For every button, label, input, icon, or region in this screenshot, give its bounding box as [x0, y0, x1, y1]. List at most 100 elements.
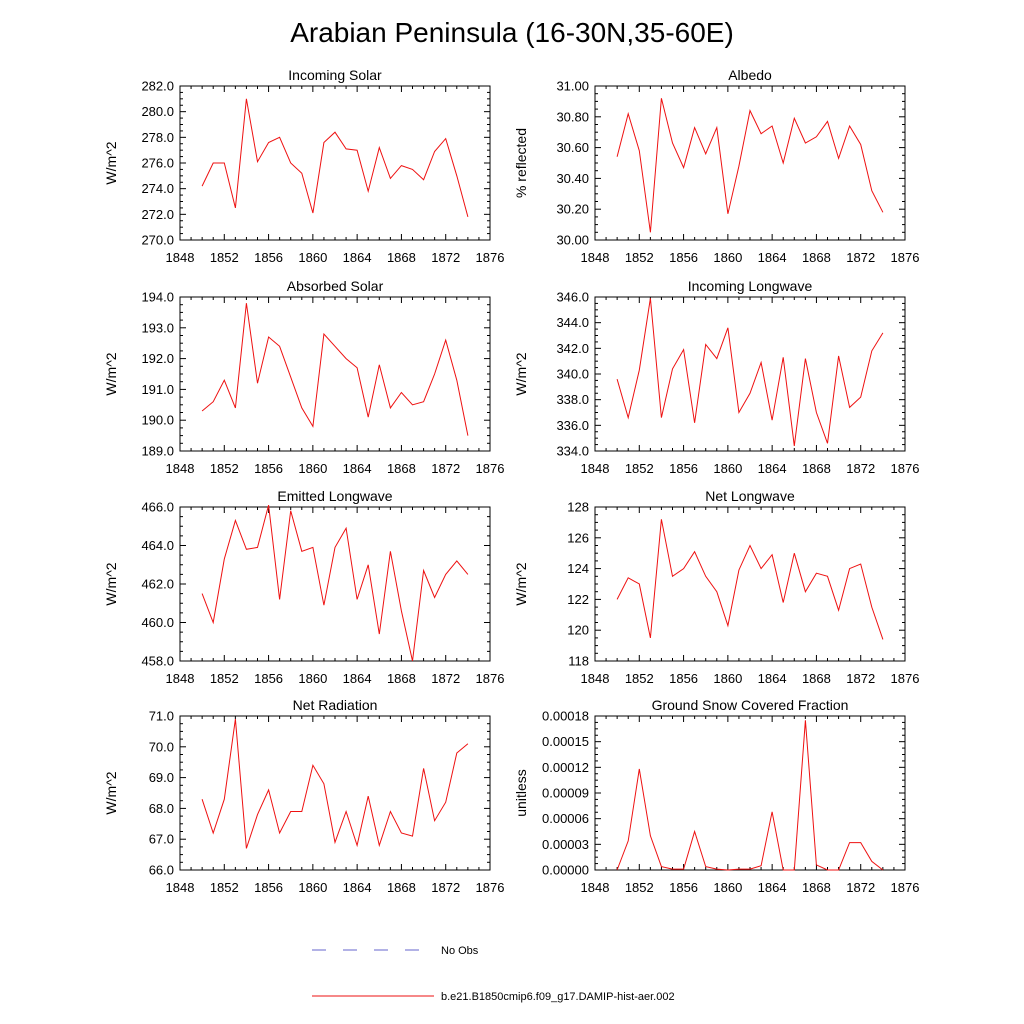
- x-tick-label: 1860: [713, 880, 742, 895]
- panel-title: Albedo: [728, 67, 772, 83]
- panel-title: Net Radiation: [293, 697, 378, 713]
- y-tick-label: 462.0: [141, 577, 174, 592]
- x-tick-label: 1856: [254, 461, 283, 476]
- y-tick-label: 340.0: [556, 367, 589, 382]
- y-tick-label: 336.0: [556, 418, 589, 433]
- x-tick-label: 1852: [210, 461, 239, 476]
- x-tick-label: 1856: [669, 880, 698, 895]
- x-tick-label: 1848: [166, 461, 195, 476]
- series-line: [616, 98, 884, 233]
- series-line: [616, 519, 884, 640]
- x-tick-label: 1848: [166, 671, 195, 686]
- x-tick-label: 1856: [669, 671, 698, 686]
- y-tick-label: 342.0: [556, 341, 589, 356]
- x-tick-label: 1872: [431, 671, 460, 686]
- y-tick-label: 194.0: [141, 290, 174, 305]
- y-tick-label: 464.0: [141, 538, 174, 553]
- x-tick-label: 1852: [625, 671, 654, 686]
- plot-frame: [179, 85, 491, 241]
- y-tick-label: 192.0: [141, 351, 174, 366]
- x-tick-label: 1872: [846, 671, 875, 686]
- x-tick-label: 1848: [581, 880, 610, 895]
- y-tick-label: 30.80: [556, 109, 589, 124]
- y-tick-label: 0.00006: [542, 811, 589, 826]
- y-tick-label: 344.0: [556, 315, 589, 330]
- panel-4: Incoming Longwave W/m^2 1848 1852 1856 1860 18…: [513, 278, 919, 476]
- y-axis-label: W/m^2: [513, 562, 529, 605]
- y-tick-label: 66.0: [149, 863, 174, 878]
- y-tick-label: 190.0: [141, 413, 174, 428]
- x-tick-label: 1876: [891, 671, 920, 686]
- y-tick-label: 128: [567, 500, 589, 515]
- panel-title: Net Longwave: [705, 488, 795, 504]
- x-tick-label: 1848: [166, 880, 195, 895]
- y-tick-label: 71.0: [149, 709, 174, 724]
- series-line: [201, 303, 469, 436]
- panel-2: Albedo % reflected 1848 1852 1856 1860 1864 186…: [513, 67, 919, 265]
- x-tick-label: 1860: [713, 250, 742, 265]
- x-tick-label: 1864: [343, 250, 372, 265]
- panel-title: Absorbed Solar: [287, 278, 384, 294]
- series-line: [201, 719, 469, 849]
- x-tick-label: 1876: [476, 880, 505, 895]
- plot-frame: [594, 506, 906, 662]
- y-tick-label: 126: [567, 530, 589, 545]
- x-tick-label: 1864: [758, 250, 787, 265]
- x-tick-label: 1864: [343, 880, 372, 895]
- x-tick-label: 1864: [758, 880, 787, 895]
- main-title: Arabian Peninsula (16-30N,35-60E): [290, 17, 734, 48]
- x-tick-label: 1868: [802, 250, 831, 265]
- y-axis-label: W/m^2: [103, 562, 119, 605]
- y-tick-label: 278.0: [141, 130, 174, 145]
- panel-3: Absorbed Solar W/m^2 1848 1852 1856 1860 1864 1…: [103, 278, 504, 476]
- x-tick-label: 1872: [846, 880, 875, 895]
- series-line: [616, 720, 884, 871]
- y-tick-label: 69.0: [149, 770, 174, 785]
- x-tick-label: 1860: [298, 250, 327, 265]
- x-tick-label: 1872: [431, 880, 460, 895]
- y-tick-label: 282.0: [141, 79, 174, 94]
- y-tick-label: 30.00: [556, 233, 589, 248]
- y-tick-label: 118: [568, 654, 589, 669]
- y-axis-label: W/m^2: [513, 352, 529, 395]
- x-tick-label: 1860: [298, 461, 327, 476]
- x-tick-label: 1876: [476, 250, 505, 265]
- x-tick-label: 1860: [713, 461, 742, 476]
- x-tick-label: 1868: [387, 671, 416, 686]
- panel-8: Ground Snow Covered Fraction unitless 1848…: [513, 697, 919, 895]
- plot-frame: [594, 85, 906, 241]
- legend-label-2: b.e21.B1850cmip6.f09_g17.DAMIP-hist-aer.…: [441, 991, 675, 1003]
- y-tick-label: 0.00003: [542, 837, 589, 852]
- x-tick-label: 1852: [625, 880, 654, 895]
- x-tick-label: 1864: [343, 671, 372, 686]
- y-tick-label: 270.0: [141, 233, 174, 248]
- panel-title: Incoming Longwave: [688, 278, 813, 294]
- x-tick-label: 1876: [476, 461, 505, 476]
- x-tick-label: 1848: [581, 671, 610, 686]
- x-tick-label: 1864: [343, 461, 372, 476]
- y-tick-label: 31.00: [556, 79, 589, 94]
- y-tick-label: 334.0: [556, 444, 589, 459]
- x-tick-label: 1856: [254, 250, 283, 265]
- plot-frame: [179, 715, 491, 871]
- y-tick-label: 122: [567, 592, 589, 607]
- x-tick-label: 1848: [166, 250, 195, 265]
- x-tick-label: 1856: [254, 671, 283, 686]
- y-tick-label: 30.60: [556, 140, 589, 155]
- x-tick-label: 1868: [802, 671, 831, 686]
- x-tick-label: 1852: [210, 880, 239, 895]
- y-tick-label: 272.0: [141, 207, 174, 222]
- x-tick-label: 1876: [891, 880, 920, 895]
- y-tick-label: 0.00012: [542, 760, 589, 775]
- panel-6: Net Longwave W/m^2 1848 1852 1856 1860 1864 186…: [513, 488, 919, 686]
- x-tick-label: 1864: [758, 461, 787, 476]
- x-tick-label: 1860: [713, 671, 742, 686]
- y-tick-label: 30.20: [556, 202, 589, 217]
- x-tick-label: 1864: [758, 671, 787, 686]
- y-tick-label: 0.00018: [542, 709, 589, 724]
- y-tick-label: 0.00015: [542, 734, 589, 749]
- plot-frame: [179, 506, 491, 662]
- y-tick-label: 191.0: [141, 382, 174, 397]
- x-tick-label: 1868: [802, 461, 831, 476]
